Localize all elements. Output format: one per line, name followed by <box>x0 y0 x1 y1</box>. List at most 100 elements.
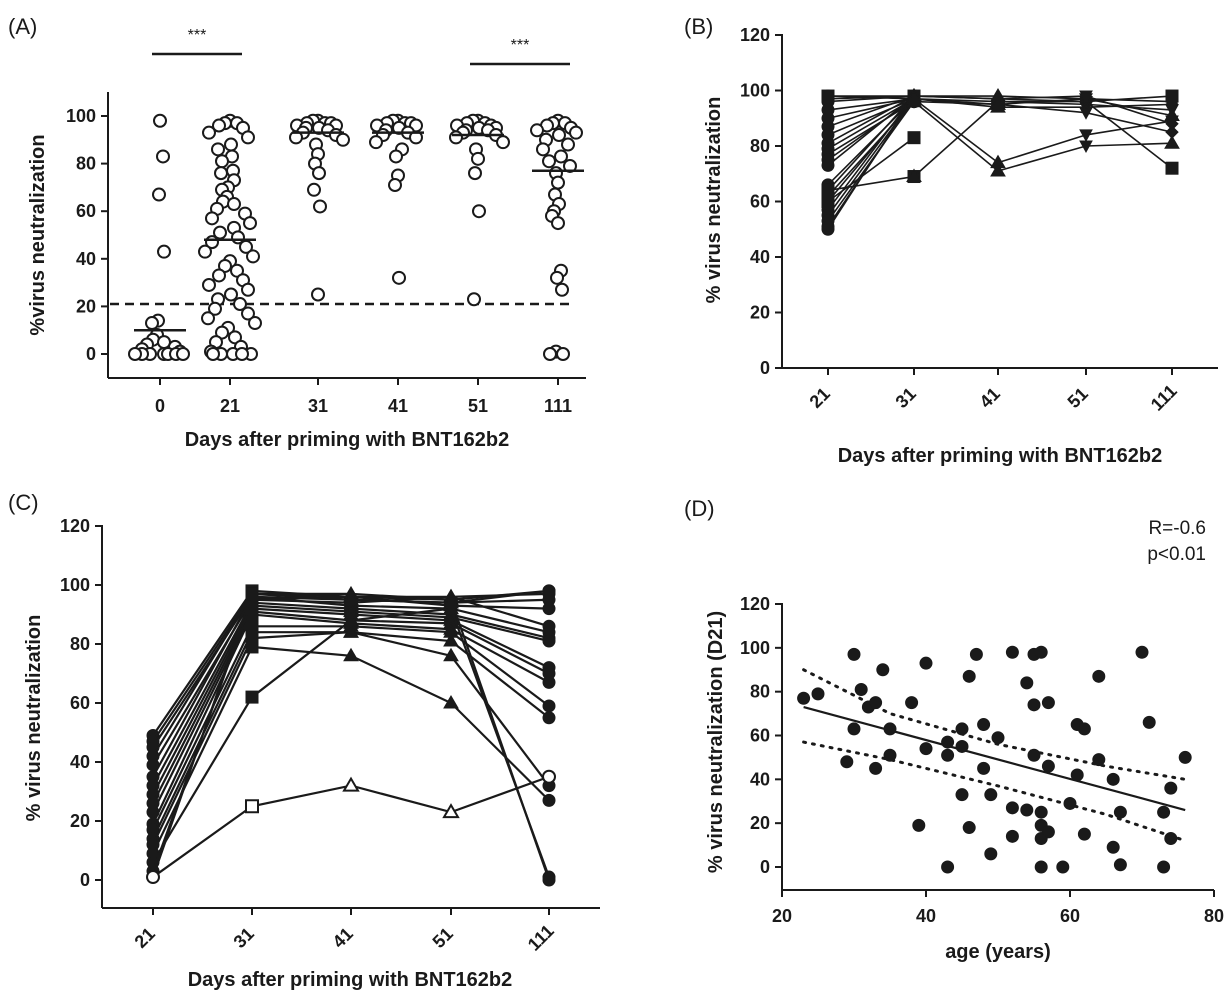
x-tick-label: 21 <box>131 924 159 952</box>
data-point <box>202 277 216 292</box>
data-point <box>443 695 459 709</box>
y-tick-label: 0 <box>80 870 90 890</box>
x-tick-label: 111 <box>1147 381 1181 415</box>
data-point <box>551 216 565 231</box>
data-point <box>241 282 255 297</box>
data-point <box>241 130 255 145</box>
x-axis-title: Days after priming with BNT162b2 <box>838 445 1163 467</box>
series-line <box>827 95 915 103</box>
data-point <box>883 748 897 762</box>
x-axis-title: Days after priming with BNT162b2 <box>188 969 513 991</box>
x-tick-label: 40 <box>916 906 936 926</box>
panel-label: (C) <box>8 490 39 515</box>
y-tick-label: 120 <box>740 594 770 614</box>
data-point <box>869 696 883 710</box>
data-point <box>1164 107 1180 121</box>
data-point <box>1034 860 1048 874</box>
series-line <box>827 95 915 191</box>
y-tick-label: 0 <box>760 358 770 378</box>
data-point <box>343 624 359 638</box>
y-tick-label: 120 <box>60 516 90 536</box>
data-point <box>1142 715 1156 729</box>
data-point <box>208 301 222 316</box>
data-point <box>847 647 861 661</box>
data-point <box>1005 829 1019 843</box>
data-point <box>542 699 556 713</box>
data-point <box>468 166 482 181</box>
data-point <box>906 90 922 105</box>
data-point <box>152 187 166 202</box>
data-point <box>1164 781 1178 795</box>
x-tick-label: 41 <box>976 384 1004 412</box>
data-point <box>955 788 969 802</box>
data-point <box>1178 750 1192 764</box>
data-point <box>542 154 556 169</box>
data-point <box>1079 93 1093 106</box>
data-point <box>369 135 383 150</box>
data-point <box>821 158 835 172</box>
y-tick-label: 60 <box>750 726 770 746</box>
data-point <box>245 799 259 814</box>
data-point <box>542 634 556 648</box>
data-point <box>1113 805 1127 819</box>
series-line <box>827 100 915 156</box>
data-point <box>811 687 825 701</box>
x-tick-label: 31 <box>308 396 328 416</box>
data-point <box>146 870 160 885</box>
series-line <box>913 100 1173 172</box>
data-point <box>215 154 229 169</box>
data-point <box>555 282 569 297</box>
y-tick-label: 80 <box>750 136 770 156</box>
data-point <box>1070 768 1084 782</box>
data-point <box>1005 801 1019 815</box>
data-point <box>343 612 359 626</box>
data-point <box>1056 860 1070 874</box>
y-tick-label: 20 <box>750 813 770 833</box>
y-tick-label: 0 <box>760 857 770 877</box>
data-point <box>392 270 406 285</box>
data-point <box>991 731 1005 745</box>
data-point <box>1157 860 1171 874</box>
data-point <box>241 306 255 321</box>
data-point <box>990 96 1006 110</box>
data-point <box>543 347 557 361</box>
y-tick-label: 60 <box>70 693 90 713</box>
data-point <box>1027 748 1041 762</box>
x-tick-label: 21 <box>806 384 834 412</box>
data-point <box>307 182 321 197</box>
data-point <box>821 89 835 103</box>
series-line <box>827 98 915 161</box>
data-point <box>157 244 171 259</box>
data-point <box>1135 645 1149 659</box>
data-point <box>1106 840 1120 854</box>
y-tick-label: 100 <box>740 81 770 101</box>
data-point <box>990 162 1006 177</box>
data-point <box>1020 803 1034 817</box>
data-point <box>235 347 249 361</box>
data-point <box>1106 772 1120 786</box>
data-point <box>1077 827 1091 841</box>
data-point <box>561 137 575 152</box>
series-line <box>913 98 1173 117</box>
y-tick-label: 40 <box>750 769 770 789</box>
data-point <box>905 696 919 710</box>
data-point <box>202 125 216 140</box>
data-point <box>1034 645 1048 659</box>
data-point <box>245 640 259 654</box>
x-tick-label: 51 <box>468 396 488 416</box>
data-point <box>876 663 890 677</box>
data-point <box>912 818 926 832</box>
data-point <box>1027 698 1041 712</box>
data-point <box>530 123 544 138</box>
data-point <box>1005 645 1019 659</box>
x-tick-label: 80 <box>1204 906 1224 926</box>
data-point <box>211 142 225 157</box>
data-point <box>962 669 976 683</box>
data-point <box>1079 129 1093 142</box>
data-point <box>969 647 983 661</box>
y-tick-label: 60 <box>750 192 770 212</box>
series-line <box>152 631 550 840</box>
data-point <box>1041 825 1055 839</box>
y-tick-label: 80 <box>70 634 90 654</box>
data-point <box>847 722 861 736</box>
